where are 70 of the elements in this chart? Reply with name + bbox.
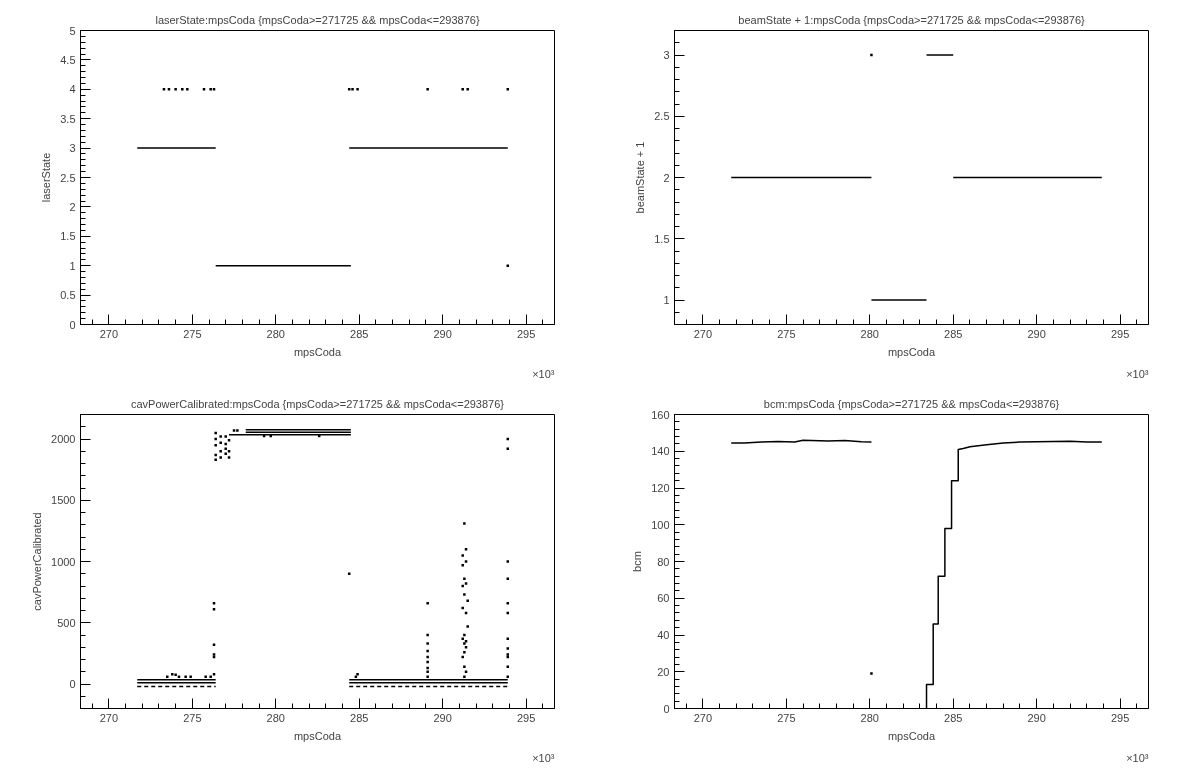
y-tick-label: 500	[57, 616, 76, 629]
x-tick-label: 290	[1027, 327, 1046, 340]
chart-title: beamState + 1:mpsCoda {mpsCoda>=271725 && mpsCoda<=293876}	[738, 13, 1086, 26]
x-tick-label: 280	[860, 711, 879, 724]
x-tick-label: 270	[99, 327, 119, 340]
x-tick-label: 285	[944, 327, 963, 340]
x-axis-title: mpsCoda	[293, 345, 342, 358]
x-tick-label: 285	[350, 711, 369, 724]
text: ×10³	[532, 751, 555, 764]
x-tick-label: 295	[1110, 711, 1130, 724]
y-tick-label: 2.5	[60, 171, 76, 184]
x-tick-label: 275	[777, 711, 796, 724]
x-tick-label: 280	[266, 327, 285, 340]
chart-title: cavPowerCalibrated:mpsCoda {mpsCoda>=271725 && mpsCoda<=293876}	[130, 397, 505, 410]
x-tick-label: 295	[1110, 327, 1130, 340]
y-tick-label: 1500	[51, 494, 76, 507]
y-tick-label: 80	[657, 555, 670, 568]
y-axis-title: cavPowerCalibrated	[31, 512, 44, 611]
x-tick-label: 285	[944, 711, 963, 724]
y-tick-label: 1	[663, 294, 670, 306]
y-tick-label: 4.5	[60, 53, 76, 66]
x-tick-label: 290	[1027, 711, 1046, 724]
y-axis-title: bcm	[631, 551, 644, 572]
y-tick-label: 3	[69, 142, 76, 155]
y-tick-label: 1.5	[654, 232, 670, 245]
chart-title: laserState:mpsCoda {mpsCoda>=271725 && mpsCoda<=293876}	[155, 13, 480, 26]
text: ×10³	[1126, 751, 1149, 764]
y-tick-label: 120	[651, 482, 670, 494]
y-tick-label: 100	[651, 518, 670, 531]
x-tick-label: 270	[99, 711, 119, 724]
x-tick-label: 275	[183, 711, 202, 724]
x-tick-label: 290	[433, 711, 452, 724]
x-tick-label: 270	[693, 711, 713, 724]
y-tick-label: 4	[69, 83, 76, 96]
y-tick-label: 3.5	[60, 112, 76, 125]
y-tick-label: 0.5	[60, 289, 76, 302]
y-tick-label: 140	[651, 445, 670, 458]
y-tick-label: 2	[69, 200, 76, 213]
y-tick-label: 5	[69, 24, 76, 37]
y-tick-label: 2.5	[654, 110, 670, 123]
text: ×10³	[1126, 367, 1149, 380]
y-tick-label: 1000	[51, 555, 76, 568]
y-tick-label: 3	[663, 49, 670, 61]
y-tick-label: 0	[69, 318, 76, 331]
y-tick-label: 2000	[51, 433, 76, 445]
x-tick-label: 270	[693, 327, 713, 340]
y-tick-label: 0	[663, 702, 670, 715]
x-axis-title: mpsCoda	[887, 345, 936, 358]
y-tick-label: 0	[69, 678, 76, 690]
x-tick-label: 280	[860, 327, 879, 340]
chart-title: bcm:mpsCoda {mpsCoda>=271725 && mpsCoda<=293876}	[763, 397, 1060, 410]
y-tick-label: 40	[657, 629, 670, 641]
x-tick-label: 285	[350, 327, 369, 340]
y-tick-label: 60	[657, 592, 670, 605]
y-tick-label: 20	[657, 665, 670, 678]
y-tick-label: 160	[651, 408, 670, 421]
y-tick-label: 1.5	[60, 230, 76, 243]
y-axis-title: beamState + 1	[634, 141, 647, 214]
text: ×10³	[532, 367, 555, 380]
y-axis-title: laserState	[40, 152, 53, 203]
x-axis-title: mpsCoda	[887, 729, 936, 742]
y-tick-label: 2	[663, 171, 670, 184]
y-tick-label: 1	[69, 259, 76, 272]
x-tick-label: 295	[516, 711, 536, 724]
x-tick-label: 275	[777, 327, 796, 340]
x-tick-label: 280	[266, 711, 285, 724]
x-axis-title: mpsCoda	[293, 729, 342, 742]
x-tick-label: 295	[516, 327, 536, 340]
x-tick-label: 275	[183, 327, 202, 340]
x-tick-label: 290	[433, 327, 452, 340]
